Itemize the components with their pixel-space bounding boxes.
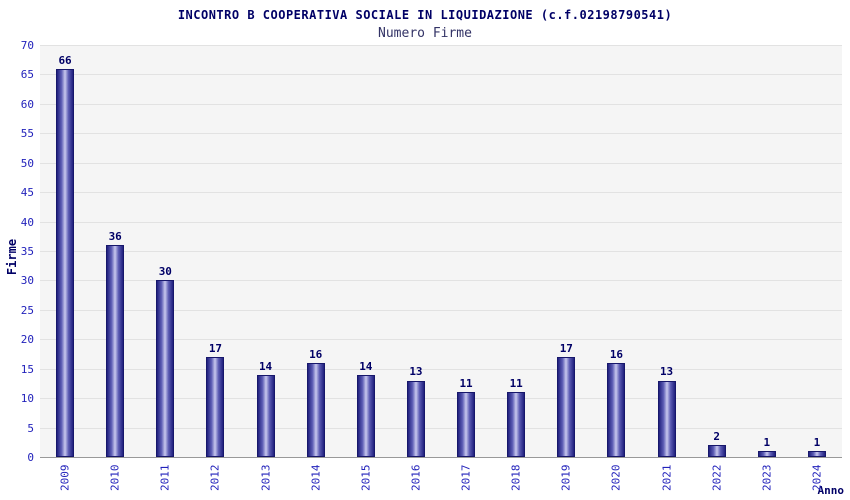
bar — [156, 280, 175, 457]
bar — [507, 392, 526, 457]
gridline — [40, 398, 842, 400]
bar — [757, 451, 776, 457]
y-tick-label: 45 — [20, 186, 34, 200]
bar-value-label: 14 — [359, 359, 373, 373]
gridline — [40, 427, 842, 429]
x-tick-label: 2011 — [158, 464, 172, 492]
y-tick-label: 60 — [20, 97, 34, 111]
y-tick-label: 55 — [20, 127, 34, 141]
bar — [557, 356, 576, 457]
gridline — [40, 339, 842, 341]
y-tick-label: 70 — [20, 39, 34, 52]
y-tick-label: 50 — [20, 156, 34, 170]
bar-value-label: 16 — [309, 347, 323, 361]
bar-value-label: 1 — [813, 436, 821, 450]
bar-value-label: 66 — [58, 53, 72, 67]
bar-value-label: 13 — [659, 365, 674, 379]
x-tick-label: 2024 — [810, 464, 824, 492]
bar — [256, 374, 275, 457]
x-tick-label: 2014 — [309, 464, 323, 492]
bar — [807, 451, 826, 457]
bar — [457, 392, 476, 457]
y-tick-label: 65 — [20, 68, 34, 82]
x-tick-label: 2018 — [509, 464, 523, 492]
x-tick-label: 2013 — [259, 464, 273, 492]
y-tick-label: 0 — [27, 451, 34, 464]
x-tick-label: 2017 — [459, 464, 473, 492]
bar-value-label: 2 — [713, 430, 720, 444]
gridline — [40, 45, 842, 46]
y-tick-label: 5 — [27, 421, 34, 435]
bar-value-label: 13 — [409, 365, 423, 379]
x-tick-label: 2009 — [58, 464, 72, 492]
gridline — [40, 221, 842, 223]
x-tick-label: 2016 — [409, 464, 423, 492]
bar-value-label: 14 — [258, 359, 273, 373]
gridline — [40, 162, 842, 164]
y-tick-label: 15 — [20, 362, 34, 376]
bar — [607, 362, 626, 457]
x-tick-label: 2021 — [660, 464, 674, 492]
bar — [406, 380, 425, 457]
bar-value-label: 11 — [459, 377, 473, 391]
gridline — [40, 103, 842, 105]
gridline — [40, 74, 842, 76]
x-tick-label: 2023 — [760, 464, 774, 492]
bar-value-label: 17 — [559, 341, 573, 355]
gridline — [40, 192, 842, 194]
gridline — [40, 133, 842, 135]
x-tick-label: 2022 — [710, 464, 724, 492]
bar — [56, 68, 75, 457]
y-tick-label: 10 — [20, 392, 34, 406]
y-tick-label: 25 — [20, 303, 34, 317]
gridline — [40, 251, 842, 252]
bar-value-label: 1 — [763, 436, 771, 450]
bar — [106, 245, 125, 457]
gridline — [40, 368, 842, 370]
bar-value-label: 11 — [509, 377, 523, 391]
x-tick-label: 2012 — [208, 464, 222, 492]
x-tick-label: 2015 — [359, 464, 373, 492]
x-tick-label: 2020 — [609, 464, 623, 492]
y-tick-label: 30 — [20, 274, 34, 288]
plot-area — [40, 45, 842, 458]
bar — [206, 356, 225, 457]
y-tick-label: 35 — [20, 245, 34, 258]
gridline — [40, 309, 842, 311]
chart-subtitle: Numero Firme — [378, 26, 472, 41]
bar — [306, 362, 325, 457]
bar-value-label: 30 — [158, 265, 172, 279]
bar — [707, 445, 726, 457]
y-tick-label: 20 — [20, 333, 34, 347]
chart-title: INCONTRO B COOPERATIVA SOCIALE IN LIQUID… — [177, 8, 673, 22]
bar — [657, 380, 676, 457]
x-axis-title: Anno — [817, 484, 845, 497]
bar-value-label: 16 — [609, 347, 624, 361]
bar-value-label: 17 — [208, 341, 223, 355]
bar-value-label: 36 — [108, 230, 122, 244]
x-tick-label: 2010 — [108, 464, 122, 492]
x-tick-label: 2019 — [559, 464, 573, 492]
gridline — [40, 280, 842, 282]
y-tick-label: 40 — [20, 215, 34, 229]
bar — [356, 374, 375, 457]
